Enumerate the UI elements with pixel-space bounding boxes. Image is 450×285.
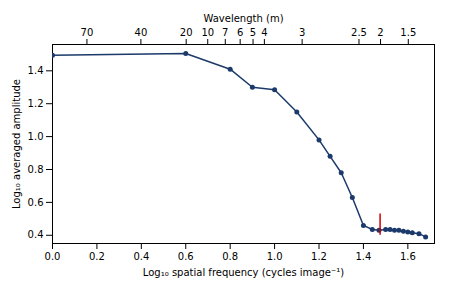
- svg-text:2: 2: [377, 27, 383, 38]
- svg-text:4: 4: [261, 27, 267, 38]
- svg-text:0.0: 0.0: [45, 251, 61, 262]
- svg-text:3: 3: [299, 27, 305, 38]
- svg-text:1.0: 1.0: [267, 251, 283, 262]
- svg-text:Log₁₀ averaged amplitude: Log₁₀ averaged amplitude: [11, 79, 22, 209]
- svg-text:1.4: 1.4: [355, 251, 371, 262]
- svg-text:Log₁₀ spatial frequency (cycle: Log₁₀ spatial frequency (cycles image⁻¹): [143, 267, 344, 278]
- svg-text:0.4: 0.4: [133, 251, 149, 262]
- svg-text:0.4: 0.4: [28, 229, 44, 240]
- svg-text:40: 40: [135, 27, 148, 38]
- svg-text:1.4: 1.4: [28, 65, 44, 76]
- svg-text:70: 70: [81, 27, 94, 38]
- svg-text:5: 5: [250, 27, 256, 38]
- svg-text:2.5: 2.5: [351, 27, 367, 38]
- svg-text:0.8: 0.8: [28, 164, 44, 175]
- svg-text:20: 20: [180, 27, 193, 38]
- svg-text:1.5: 1.5: [400, 27, 416, 38]
- svg-text:1.2: 1.2: [28, 98, 44, 109]
- svg-text:0.6: 0.6: [178, 251, 194, 262]
- svg-text:0.8: 0.8: [222, 251, 238, 262]
- svg-text:1.6: 1.6: [400, 251, 416, 262]
- svg-text:7: 7: [222, 27, 228, 38]
- svg-text:0.2: 0.2: [89, 251, 105, 262]
- svg-text:10: 10: [201, 27, 214, 38]
- svg-text:0.6: 0.6: [28, 197, 44, 208]
- svg-text:Wavelength (m): Wavelength (m): [203, 13, 283, 24]
- svg-text:6: 6: [237, 27, 243, 38]
- svg-text:1.2: 1.2: [311, 251, 327, 262]
- svg-text:1.0: 1.0: [28, 131, 44, 142]
